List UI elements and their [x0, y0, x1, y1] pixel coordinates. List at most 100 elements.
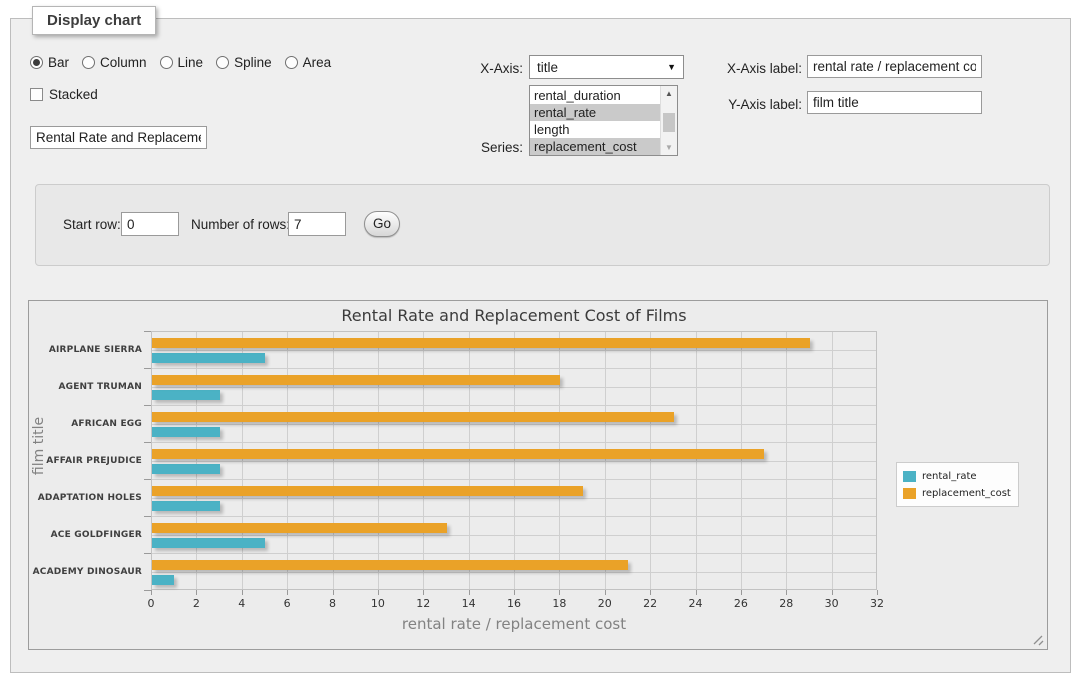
radio-icon[interactable] — [285, 56, 298, 69]
y-tick-mark — [144, 331, 151, 332]
x-tick-label: 12 — [411, 597, 435, 610]
series-option-rental_duration[interactable]: rental_duration — [530, 87, 660, 104]
chart: Rental Rate and Replacement Cost of Film… — [28, 300, 1048, 650]
stacked-option: Stacked — [30, 87, 98, 102]
x-axis-select[interactable]: title ▼ — [529, 55, 684, 79]
y-tick-mark — [144, 368, 151, 369]
x-axis-select-label: X-Axis: — [440, 61, 523, 76]
x-tick-label: 10 — [366, 597, 390, 610]
x-tick-label: 22 — [638, 597, 662, 610]
gridline-h — [152, 479, 876, 480]
y-axis-label-label: Y-Axis label: — [710, 97, 802, 112]
x-tick-label: 2 — [184, 597, 208, 610]
radio-label: Spline — [234, 55, 272, 70]
x-tick-mark — [605, 590, 606, 595]
gridline-h-center — [152, 387, 876, 388]
number-of-rows-input[interactable] — [288, 212, 346, 236]
number-of-rows-label: Number of rows: — [191, 217, 290, 232]
x-tick-label: 20 — [593, 597, 617, 610]
start-row-input[interactable] — [121, 212, 179, 236]
chart-title-input[interactable] — [30, 126, 207, 149]
radio-icon[interactable] — [160, 56, 173, 69]
x-tick-label: 30 — [820, 597, 844, 610]
scroll-down-icon[interactable]: ▼ — [661, 140, 677, 155]
legend-swatch — [903, 471, 916, 482]
fieldset-legend: Display chart — [32, 6, 156, 35]
bar-rental_rate — [152, 501, 220, 511]
gridline-h-center — [152, 424, 876, 425]
series-scrollbar[interactable]: ▲ ▼ — [660, 86, 677, 155]
x-tick-mark — [514, 590, 515, 595]
x-tick-mark — [786, 590, 787, 595]
y-axis-label-input[interactable] — [807, 91, 982, 114]
chevron-down-icon: ▼ — [667, 62, 676, 72]
bar-rental_rate — [152, 464, 220, 474]
chart-type-option-spline[interactable]: Spline — [216, 55, 272, 70]
x-axis-label-input[interactable] — [807, 55, 982, 78]
resize-handle-icon[interactable] — [1031, 633, 1044, 646]
x-tick-mark — [469, 590, 470, 595]
chart-type-option-area[interactable]: Area — [285, 55, 332, 70]
chart-type-option-bar[interactable]: Bar — [30, 55, 69, 70]
radio-label: Area — [303, 55, 332, 70]
bar-replacement_cost — [152, 523, 447, 533]
bar-replacement_cost — [152, 449, 764, 459]
gridline-h — [152, 553, 876, 554]
x-axis-label-label: X-Axis label: — [710, 61, 802, 76]
bar-rental_rate — [152, 390, 220, 400]
y-tick-mark — [144, 442, 151, 443]
stacked-label: Stacked — [49, 87, 98, 102]
y-tick-label: AGENT TRUMAN — [29, 381, 142, 393]
plot-layer: 02468101214161820222426283032AIRPLANE SI… — [29, 301, 1047, 649]
x-tick-mark — [423, 590, 424, 595]
y-tick-mark — [144, 405, 151, 406]
x-tick-mark — [287, 590, 288, 595]
y-tick-mark — [144, 516, 151, 517]
x-axis-title: rental rate / replacement cost — [151, 615, 877, 633]
x-tick-label: 18 — [547, 597, 571, 610]
series-option-rental_rate[interactable]: rental_rate — [530, 104, 660, 121]
chart-legend: rental_rate replacement_cost — [896, 462, 1019, 507]
radio-label: Column — [100, 55, 147, 70]
legend-label: rental_rate — [922, 471, 977, 482]
bar-rental_rate — [152, 538, 265, 548]
scrollbar-thumb[interactable] — [663, 113, 675, 132]
bar-replacement_cost — [152, 486, 583, 496]
x-tick-label: 26 — [729, 597, 753, 610]
go-button[interactable]: Go — [364, 211, 400, 237]
gridline-h-center — [152, 535, 876, 536]
gridline-h — [152, 368, 876, 369]
radio-icon[interactable] — [82, 56, 95, 69]
y-tick-label: ACE GOLDFINGER — [29, 529, 142, 541]
x-axis-select-value: title — [537, 60, 558, 75]
radio-icon[interactable] — [30, 56, 43, 69]
bar-replacement_cost — [152, 412, 674, 422]
scroll-up-icon[interactable]: ▲ — [661, 86, 677, 101]
x-tick-mark — [559, 590, 560, 595]
bar-replacement_cost — [152, 338, 810, 348]
chart-type-option-line[interactable]: Line — [160, 55, 204, 70]
gridline-h-center — [152, 498, 876, 499]
x-tick-label: 14 — [457, 597, 481, 610]
gridline-h — [152, 405, 876, 406]
radio-icon[interactable] — [216, 56, 229, 69]
stacked-checkbox[interactable] — [30, 88, 43, 101]
y-tick-mark — [144, 590, 151, 591]
legend-swatch — [903, 488, 916, 499]
bar-rental_rate — [152, 427, 220, 437]
radio-label: Line — [178, 55, 204, 70]
legend-label: replacement_cost — [922, 488, 1011, 499]
x-tick-label: 0 — [139, 597, 163, 610]
x-tick-mark — [151, 590, 152, 595]
series-option-length[interactable]: length — [530, 121, 660, 138]
x-tick-mark — [696, 590, 697, 595]
radio-label: Bar — [48, 55, 69, 70]
bar-replacement_cost — [152, 375, 560, 385]
legend-item-rental_rate: rental_rate — [903, 468, 1011, 485]
bar-replacement_cost — [152, 560, 628, 570]
gridline-h — [152, 442, 876, 443]
series-option-replacement_cost[interactable]: replacement_cost — [530, 138, 660, 155]
legend-item-replacement_cost: replacement_cost — [903, 485, 1011, 502]
chart-type-option-column[interactable]: Column — [82, 55, 147, 70]
series-listbox[interactable]: rental_durationrental_ratelengthreplacem… — [529, 85, 678, 156]
